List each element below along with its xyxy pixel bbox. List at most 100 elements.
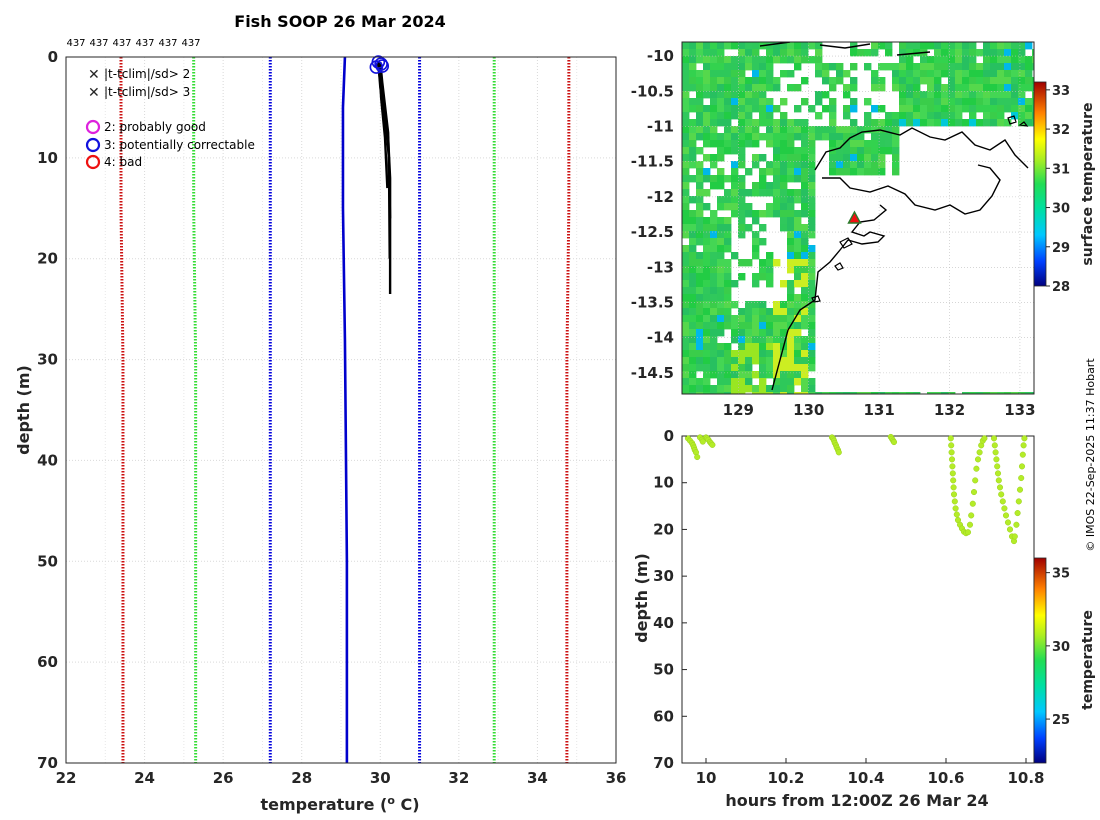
sst-cell (696, 182, 704, 190)
sst-cell (759, 91, 767, 99)
sst-cell (710, 385, 718, 393)
sst-cell (801, 231, 809, 239)
sst-cell (759, 210, 767, 218)
sst-cell (682, 147, 690, 155)
ts-point-cast-6 (964, 529, 972, 536)
sst-cell (773, 203, 781, 211)
sst-cell (892, 168, 900, 176)
sst-cell (871, 77, 879, 85)
sst-cell (913, 392, 921, 394)
ts-point-cast-6 (953, 511, 960, 518)
sst-cell (724, 105, 732, 113)
sst-cell (808, 168, 816, 176)
sst-cell (808, 245, 816, 253)
sst-cell (962, 77, 970, 85)
sst-cell (717, 350, 725, 358)
sst-cell (717, 378, 725, 386)
sst-cell (983, 49, 991, 57)
sst-cell (689, 161, 697, 169)
sst-cell (927, 70, 935, 78)
sst-cell (710, 98, 718, 106)
timeseries-yticks: 0 10 20 30 40 50 60 70 (653, 427, 687, 772)
sst-cell (773, 315, 781, 323)
sst-cell (724, 301, 732, 309)
sst-cell (759, 182, 767, 190)
sst-cell (906, 392, 914, 394)
sst-cell (703, 266, 711, 274)
sst-cell (1011, 77, 1019, 85)
sst-cell (710, 371, 718, 379)
sst-cell (696, 49, 704, 57)
ts-point-cast-9 (1016, 486, 1024, 493)
sst-cell (871, 105, 879, 113)
sst-cell (717, 217, 725, 225)
sst-cell (731, 84, 739, 92)
sst-cell (850, 140, 858, 148)
sst-cell (794, 147, 802, 155)
sst-cell (689, 280, 697, 288)
sst-cell (899, 63, 907, 71)
sst-cell (752, 133, 760, 141)
sst-cell (745, 91, 753, 99)
sst-cell (850, 77, 858, 85)
sst-cell (759, 98, 767, 106)
sst-cell (885, 42, 893, 50)
sst-cell (759, 168, 767, 176)
sst-cell (752, 98, 760, 106)
sst-cell (850, 392, 858, 394)
profile-qc-markers (369, 55, 390, 74)
sst-cell (682, 126, 690, 134)
sst-cell (738, 273, 746, 281)
sst-cell (710, 266, 718, 274)
sst-cell (941, 56, 949, 64)
sst-cell (724, 189, 732, 197)
sst-cell (724, 119, 732, 127)
sst-cell (1011, 63, 1019, 71)
sst-cell (899, 112, 907, 120)
sst-cell (787, 294, 795, 302)
sst-cell (710, 140, 718, 148)
sst-cell (934, 105, 942, 113)
sst-cell (871, 49, 879, 57)
sst-cell (1011, 105, 1019, 113)
sst-cell (696, 126, 704, 134)
sst-cell (864, 63, 872, 71)
sst-cell (717, 385, 725, 393)
sst-cell (717, 175, 725, 183)
sst-cell (724, 91, 732, 99)
sst-cell (703, 350, 711, 358)
sst-cell (731, 98, 739, 106)
sst-cell (773, 133, 781, 141)
sst-cell (731, 357, 739, 365)
sst-cell (801, 245, 809, 253)
sst-cell (682, 119, 690, 127)
sst-cell (969, 98, 977, 106)
sst-cell (738, 357, 746, 365)
sst-cell (682, 259, 690, 267)
sst-cell (738, 336, 746, 344)
sst-cell (738, 182, 746, 190)
sst-cell (1011, 49, 1019, 57)
sst-cell (787, 364, 795, 372)
sst-cell (864, 126, 872, 134)
sst-cell (696, 378, 704, 386)
sst-cell (780, 336, 788, 344)
ytick-label: 50 (37, 552, 58, 570)
sst-cell (738, 154, 746, 162)
sst-cell (682, 287, 690, 295)
sst-cell (773, 168, 781, 176)
sst-cell (703, 119, 711, 127)
sst-cell (682, 343, 690, 351)
sst-cell (752, 385, 760, 393)
sst-cell (808, 343, 816, 351)
sst-cell (808, 378, 816, 386)
sst-cell (934, 392, 942, 394)
sst-cell (892, 140, 900, 148)
sst-cell (1018, 105, 1026, 113)
sst-cell (696, 252, 704, 260)
sst-cell (759, 364, 767, 372)
sst-cell (682, 273, 690, 281)
sst-cell (843, 161, 851, 169)
sst-cell (689, 231, 697, 239)
sst-cell (710, 182, 718, 190)
